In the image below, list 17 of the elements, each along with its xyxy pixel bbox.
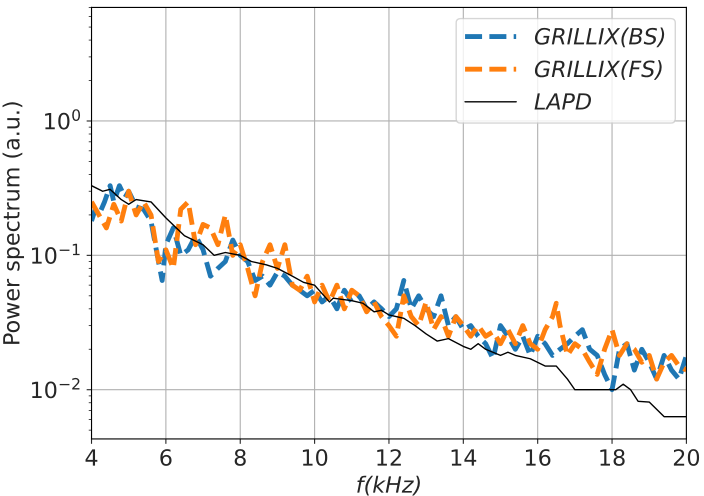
- x-tick-label: 8: [234, 449, 246, 466]
- x-tick-label: 4: [86, 449, 98, 466]
- legend-label: GRILLIX(BS): [534, 27, 664, 48]
- legend-label: LAPD: [534, 93, 591, 110]
- x-tick-label: 18: [600, 449, 625, 466]
- x-tick-label: 12: [377, 449, 401, 466]
- y-tick-label: 10$^{0}$: [45, 109, 80, 130]
- y-tick-label: 10$^{−2}$: [32, 378, 80, 398]
- x-tick-label: 10: [302, 449, 328, 466]
- y-tick-label: 10$^{−1}$: [32, 244, 80, 264]
- y-axis-title: Power spectrum (a.u.): [2, 102, 24, 344]
- legend-label: GRILLIX(FS): [534, 60, 662, 80]
- x-tick-label: 14: [452, 449, 476, 466]
- x-tick-label: 20: [674, 449, 700, 466]
- x-tick-label: 6: [160, 449, 172, 466]
- x-axis-title: f(kHz): [357, 476, 420, 496]
- x-tick-label: 16: [526, 449, 550, 466]
